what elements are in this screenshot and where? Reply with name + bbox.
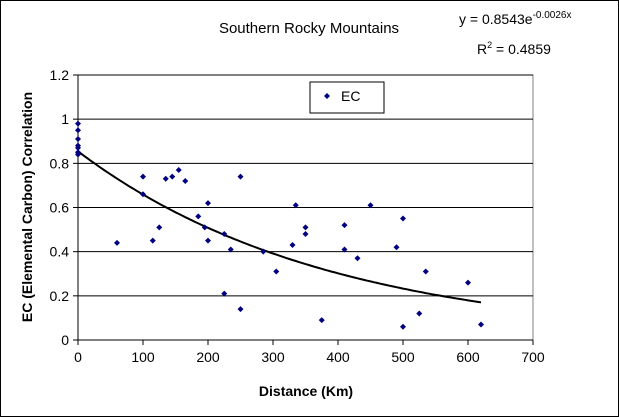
y-tick-label: 0.4 — [50, 244, 70, 260]
y-tick-label: 0 — [61, 332, 69, 348]
y-tick-label: 0.2 — [50, 288, 70, 304]
data-point — [237, 173, 244, 180]
data-point — [260, 248, 267, 255]
x-tick-label: 500 — [391, 349, 415, 365]
data-point — [341, 222, 348, 229]
data-point — [422, 268, 429, 275]
data-point — [221, 231, 228, 237]
data-point — [416, 310, 423, 317]
trendline-equation-base: y = 0.8543e — [459, 11, 533, 27]
data-point — [478, 321, 484, 328]
data-point — [140, 173, 146, 180]
y-axis-label: EC (Elemental Carbon) Correlation — [19, 92, 35, 322]
data-points — [75, 120, 484, 330]
data-point — [169, 173, 176, 180]
data-point — [367, 202, 374, 209]
data-point — [156, 224, 163, 231]
data-point — [140, 191, 146, 198]
data-point — [289, 242, 296, 249]
trendline-equation-exponent: -0.0026x — [533, 10, 572, 21]
legend-box — [309, 81, 385, 114]
data-point — [205, 237, 211, 244]
data-point — [221, 290, 228, 297]
gridlines — [78, 74, 533, 297]
data-point — [75, 144, 81, 151]
data-point — [162, 175, 169, 182]
x-axis-label: Distance (Km) — [259, 383, 353, 399]
y-axis-ticks: 0 0.2 0.4 0.6 0.8 1 1.2 — [50, 67, 78, 348]
r-squared-sup: 2 — [487, 40, 492, 50]
data-point — [237, 306, 244, 313]
data-point — [182, 178, 189, 184]
x-tick-label: 600 — [456, 349, 480, 365]
data-point — [302, 224, 309, 231]
chart-title: Southern Rocky Mountains — [219, 20, 399, 37]
data-point — [318, 317, 325, 324]
y-tick-label: 1.2 — [50, 67, 70, 83]
y-tick-label: 0.8 — [50, 155, 70, 171]
x-tick-label: 400 — [326, 349, 350, 365]
data-point — [75, 120, 81, 127]
legend-marker — [324, 93, 330, 99]
data-point — [341, 246, 348, 253]
trendline — [77, 150, 482, 304]
legend: EC — [309, 81, 385, 114]
data-point — [292, 202, 299, 209]
data-point — [400, 215, 406, 222]
data-point — [175, 166, 182, 173]
r-squared-prefix: R — [477, 41, 487, 57]
data-point — [75, 136, 81, 143]
data-point — [227, 246, 234, 253]
x-tick-label: 200 — [196, 349, 220, 365]
r-squared-value: = 0.4859 — [492, 41, 551, 57]
legend-label: EC — [341, 88, 360, 104]
x-tick-label: 300 — [261, 349, 285, 365]
x-tick-label: 100 — [131, 349, 155, 365]
data-point — [465, 279, 471, 286]
data-point — [149, 237, 156, 244]
x-tick-label: 700 — [521, 349, 545, 365]
data-point — [75, 151, 81, 158]
data-point — [400, 323, 406, 330]
data-point — [114, 239, 120, 246]
data-point — [273, 268, 280, 275]
data-point — [205, 200, 211, 207]
x-tick-label: 0 — [74, 349, 82, 365]
trendline-equation: y = 0.8543e-0.0026x — [459, 10, 571, 27]
trendline-r-squared: R2 = 0.4859 — [477, 40, 551, 57]
data-point — [393, 244, 400, 251]
y-tick-label: 1 — [61, 111, 69, 127]
data-point — [302, 231, 309, 237]
x-axis-ticks: 0 100 200 300 400 500 600 700 — [74, 340, 545, 365]
data-point — [195, 213, 202, 220]
data-point — [201, 224, 208, 231]
y-tick-label: 0.6 — [50, 200, 70, 216]
